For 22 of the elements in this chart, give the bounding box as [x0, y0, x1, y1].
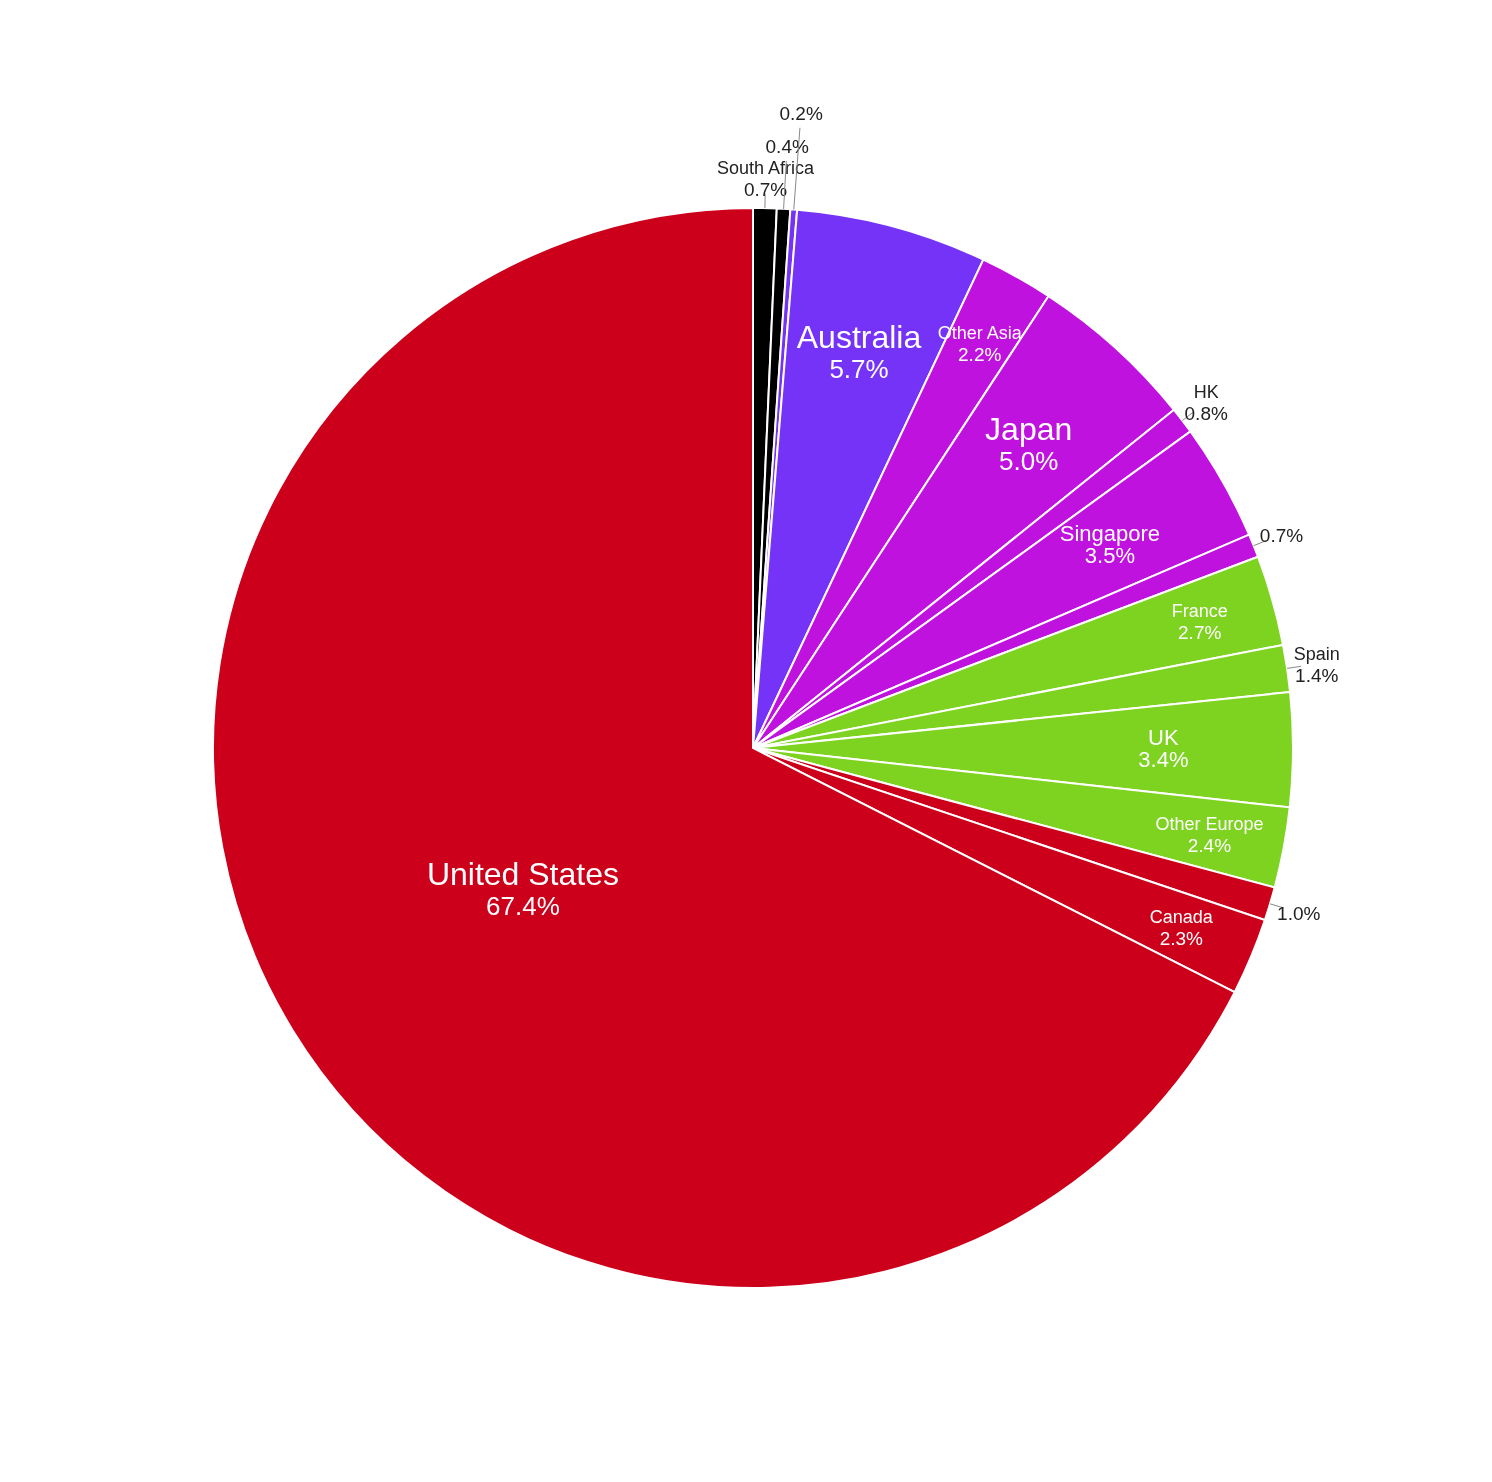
data-label: 5.7%	[829, 353, 889, 384]
data-label: 0.8%	[1184, 403, 1228, 425]
data-label: 0.7%	[1259, 525, 1304, 547]
slice-label: Other Europe	[1155, 813, 1264, 834]
data-label: 2.7%	[1178, 621, 1222, 643]
slice-label: United States	[426, 856, 619, 893]
slice-label: Australia	[796, 318, 922, 355]
data-label: 67.4%	[486, 891, 560, 922]
slice-label: Canada	[1149, 907, 1214, 928]
slice-label: Spain	[1293, 643, 1340, 664]
slice-label: France	[1171, 600, 1228, 621]
data-label: 0.7%	[743, 179, 788, 201]
data-label: 2.3%	[1159, 928, 1204, 950]
data-label: 2.4%	[1187, 834, 1232, 856]
data-label: 0.4%	[765, 135, 809, 157]
data-label: 1.4%	[1295, 664, 1339, 686]
data-label: 0.2%	[779, 102, 823, 124]
data-label: 1.0%	[1277, 903, 1321, 925]
slice-label: HK	[1193, 382, 1219, 403]
slice-label: South Africa	[717, 158, 816, 179]
slice-label: Japan	[985, 410, 1073, 447]
data-label: 2.2%	[958, 343, 1002, 365]
